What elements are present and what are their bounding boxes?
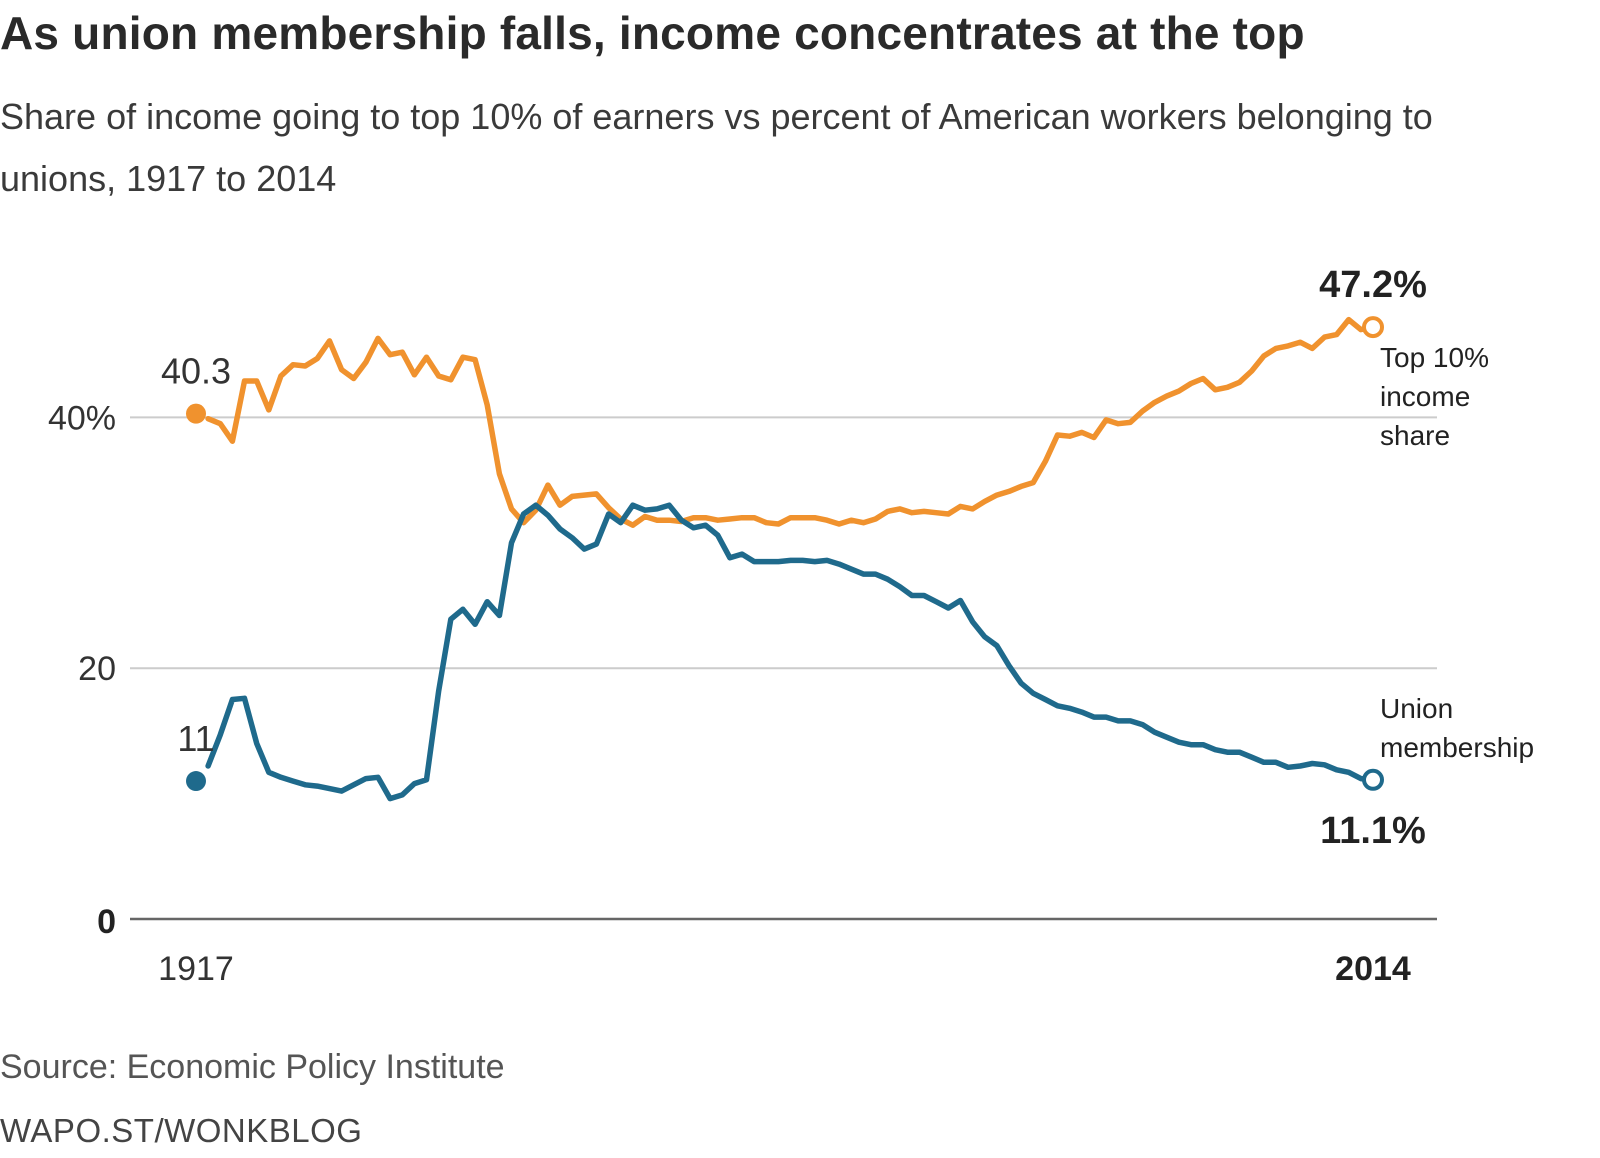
income-start-label: 40.3 <box>161 351 231 392</box>
income-series-line <box>205 316 1376 528</box>
series-markers <box>186 316 1384 792</box>
axis-labels: 40% 20 0 1917 2014 <box>48 399 1411 988</box>
credit-link[interactable]: WAPO.ST/WONKBLOG <box>0 1112 363 1149</box>
x-tick-label-end: 2014 <box>1335 950 1411 988</box>
income-series-label-line: income <box>1380 381 1470 412</box>
source-note: Source: Economic Policy Institute <box>0 1048 505 1086</box>
income-series-label-line: Top 10% <box>1380 342 1489 373</box>
chart-subtitle: Share of income going to top 10% of earn… <box>0 96 1433 199</box>
union-series-label-line: membership <box>1380 732 1534 763</box>
union-series-label: Union membership <box>1380 693 1534 763</box>
x-tick-label-start: 1917 <box>158 950 234 988</box>
series-lines <box>205 316 1376 802</box>
y-tick-label-40: 40% <box>48 399 116 437</box>
income-series-label: Top 10% income share <box>1380 342 1497 451</box>
union-series-line <box>205 502 1376 802</box>
y-tick-label-0: 0 <box>97 903 116 941</box>
y-tick-label-20: 20 <box>78 650 116 688</box>
union-end-marker <box>1362 768 1384 791</box>
union-start-label: 11 <box>177 718 214 759</box>
income-end-marker <box>1362 316 1384 339</box>
union-series-label-line: Union <box>1380 693 1453 724</box>
union-start-marker <box>186 771 206 792</box>
income-end-label: 47.2% <box>1319 264 1427 306</box>
chart-title: As union membership falls, income concen… <box>0 7 1305 59</box>
union-end-label: 11.1% <box>1320 810 1426 852</box>
income-start-marker <box>186 403 206 424</box>
data-labels: 40.3 11 47.2% 11.1% Top 10% income share… <box>161 264 1534 852</box>
gridlines <box>130 416 1437 921</box>
income-series-label-line: share <box>1380 420 1450 451</box>
